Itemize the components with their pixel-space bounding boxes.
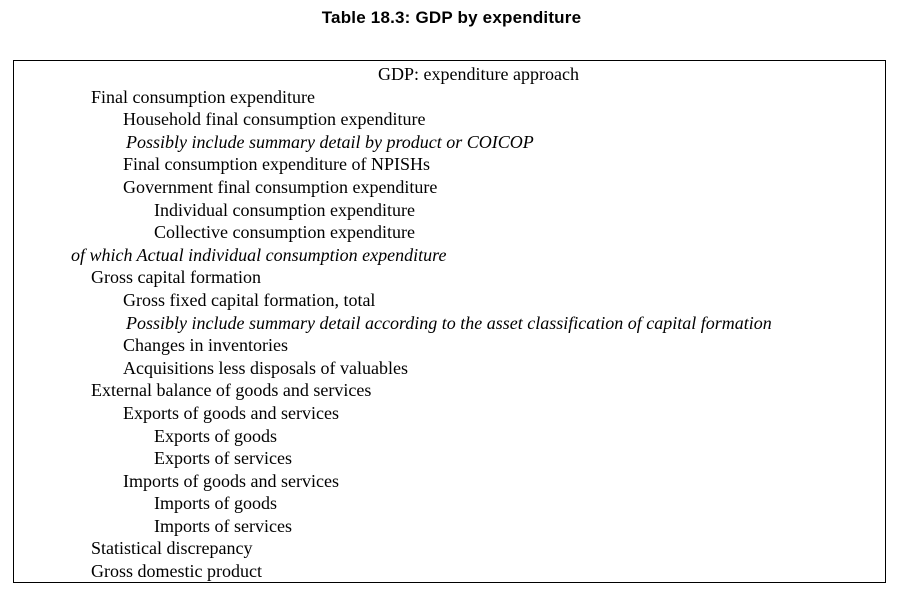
table-row: Individual consumption expenditure <box>154 199 415 220</box>
table-row: Imports of goods <box>154 493 277 514</box>
table-rows: Final consumption expenditure Household f… <box>14 86 885 582</box>
table-row: External balance of goods and services <box>91 380 372 401</box>
table-row: Collective consumption expenditure <box>154 222 415 243</box>
table-row: Imports of goods and services <box>123 470 339 491</box>
table-row: Exports of services <box>154 448 292 469</box>
table-row: Government final consumption expenditure <box>123 176 438 197</box>
table-row: of which Actual individual consumption e… <box>71 244 447 265</box>
table-row: Statistical discrepancy <box>91 538 253 559</box>
table-row: Gross capital formation <box>91 267 261 288</box>
table-row: Gross domestic product <box>91 561 262 582</box>
table-row: Exports of goods and services <box>123 402 339 423</box>
gdp-expenditure-table: GDP: expenditure approach Final consumpt… <box>13 60 886 583</box>
table-title: Table 18.3: GDP by expenditure <box>321 8 582 27</box>
table-row: Exports of goods <box>154 425 277 446</box>
table-row: Final consumption expenditure of NPISHs <box>123 154 430 175</box>
table-row: Imports of services <box>154 515 292 536</box>
table-row: Acquisitions less disposals of valuables <box>123 357 408 378</box>
table-row: Gross fixed capital formation, total <box>123 289 376 310</box>
table-row: Possibly include summary detail by produ… <box>126 131 534 152</box>
table-row: Final consumption expenditure <box>91 86 315 107</box>
table-header: GDP: expenditure approach <box>378 64 579 84</box>
table-row: Changes in inventories <box>123 335 288 356</box>
table-row: Possibly include summary detail accordin… <box>126 312 772 333</box>
table-row: Household final consumption expenditure <box>123 109 426 130</box>
